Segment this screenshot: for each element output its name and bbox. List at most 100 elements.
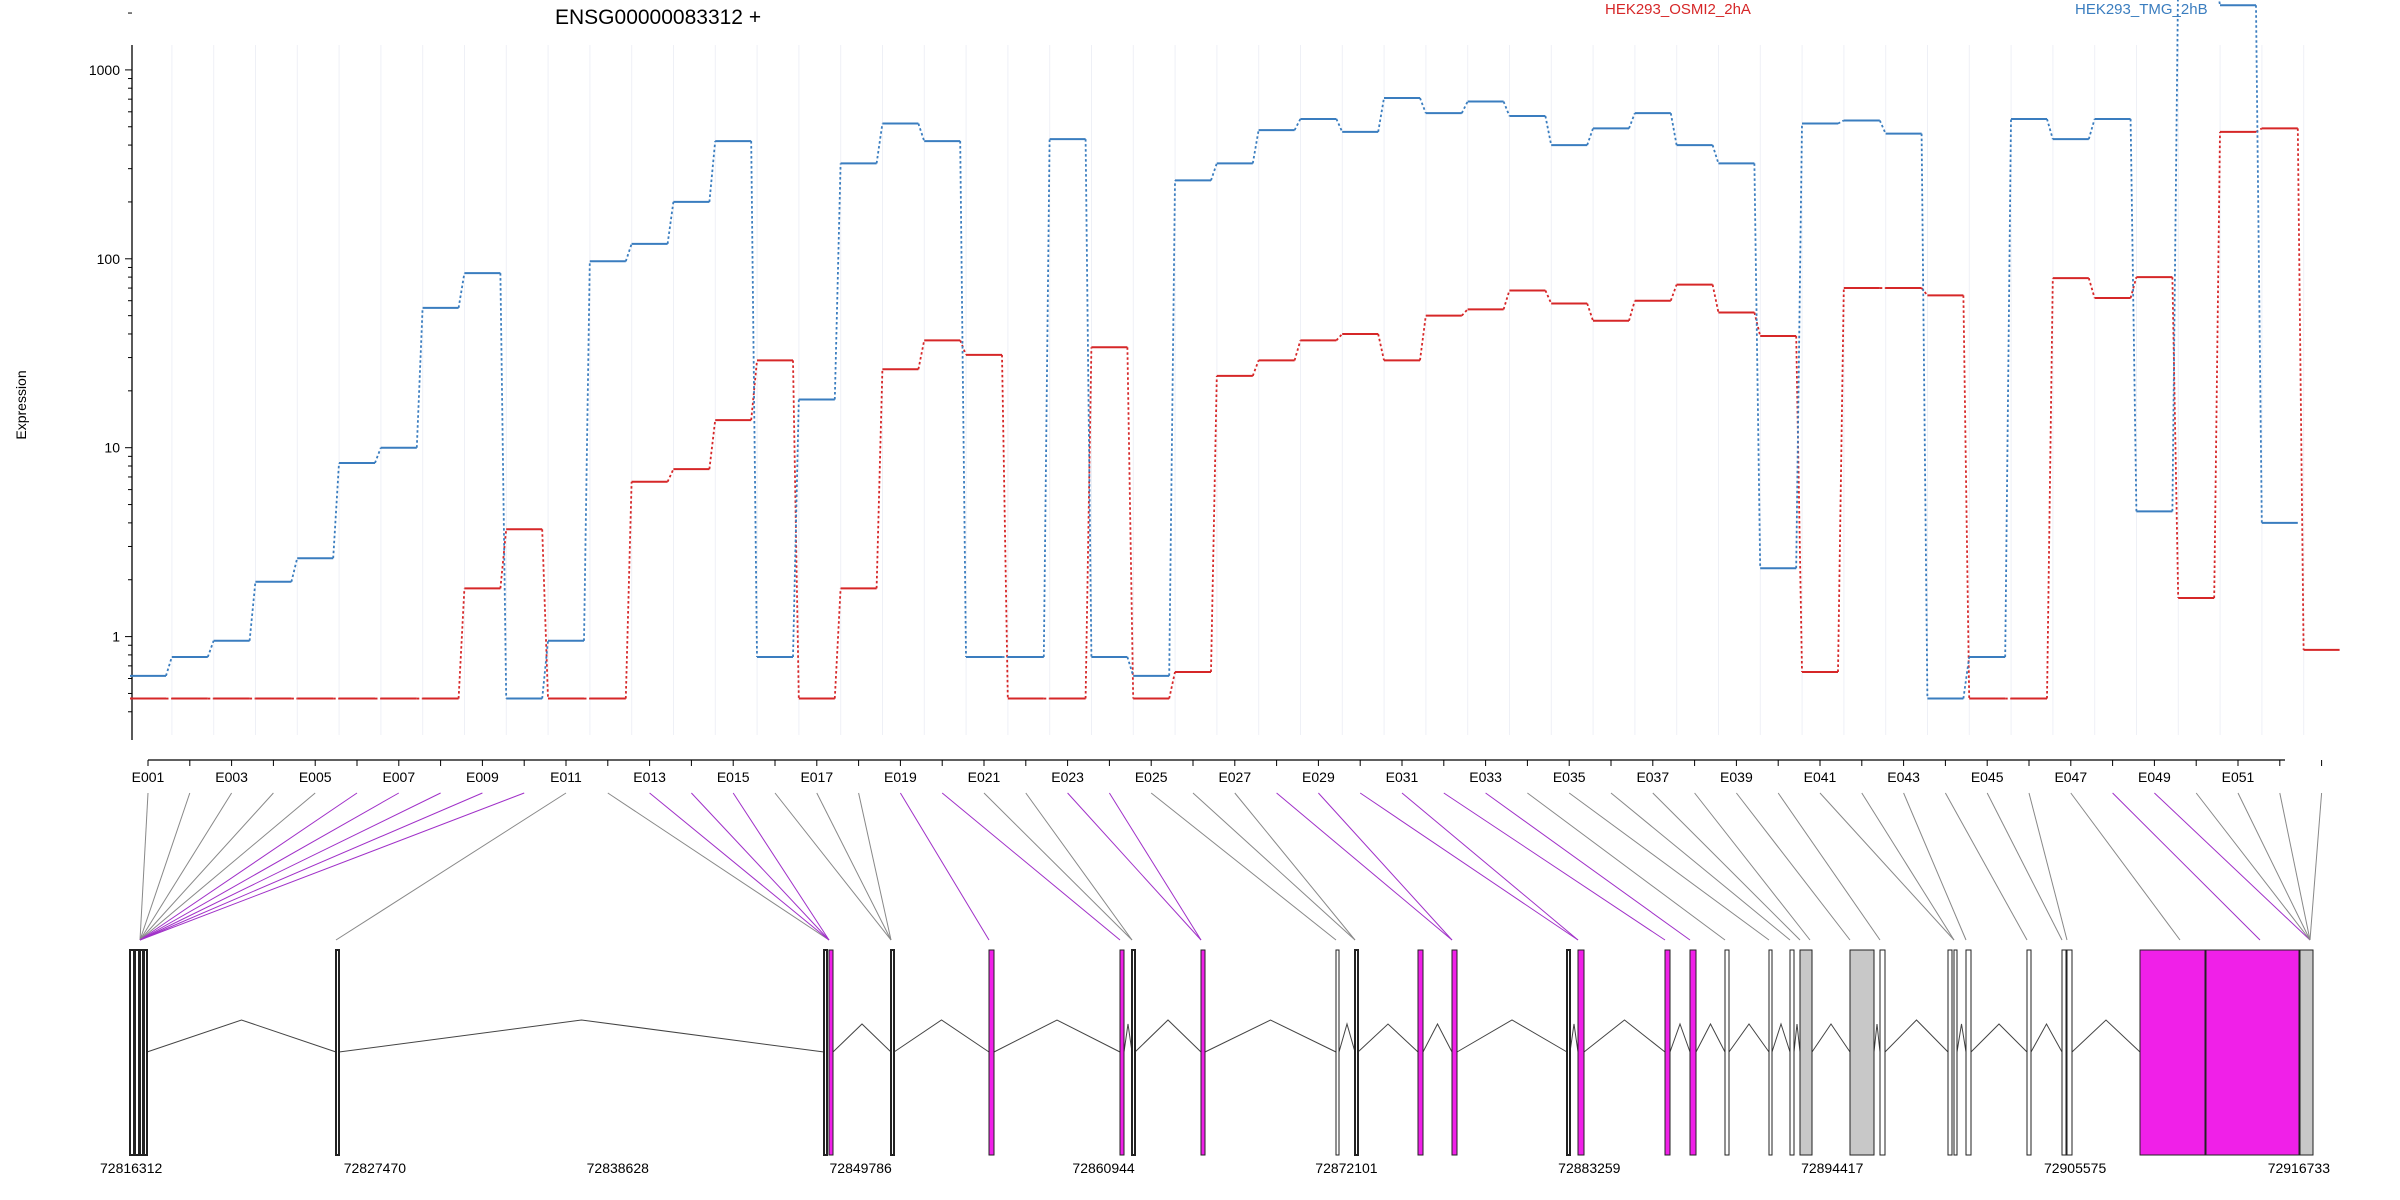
series-connector [165,656,173,677]
intron-link [1583,1019,1666,1053]
intron-link [993,1019,1121,1053]
intron-link [1134,1019,1202,1053]
exon-connector [1652,792,1801,941]
series-connector [206,640,215,658]
exon-connector [1568,792,1770,941]
genomic-coordinate-ticks: 72816312 72827470 72838628 72849786 72860944… [100,1160,2330,1176]
exon-tick-label: E001 [132,769,165,785]
series-connector [1628,112,1636,129]
genomic-tick-label: 72916733 [2268,1160,2331,1176]
intron-link [1728,1023,1770,1053]
series-connector [1669,113,1678,146]
intron-link [1771,1022,1791,1053]
intron-link [1695,1022,1726,1053]
series-connector [248,581,257,641]
exon-connector [139,792,316,941]
exon-connector-highlight [139,792,483,941]
exon-connector [1694,792,1811,941]
series-connector [1628,300,1636,321]
legend-series-tmg: HEK293_TMG_2hB [2075,1,2208,18]
exon-block [1354,949,1359,1156]
exon-block-highlight [1689,949,1697,1156]
exon-connector [335,792,567,941]
genomic-tick-label: 72883259 [1558,1160,1621,1176]
intron-link [1422,1022,1453,1053]
grid-lines [171,45,2305,735]
series-connector [1711,284,1720,313]
exon-block [1789,949,1795,1156]
exon-connector [1527,792,1726,941]
series-connector [1084,347,1093,699]
series-connector [1544,290,1553,304]
series-lines [130,0,2340,700]
series-0 [130,127,2340,700]
series-connector [624,243,633,262]
series-connector [415,307,424,448]
intron-link [1884,1019,1949,1053]
series-connector [2004,118,2012,657]
series-connector [1711,144,1720,164]
series-connector [1962,656,1971,699]
exon-tick-label: E005 [299,769,332,785]
exon-connector [139,792,191,941]
exon-connector [139,792,233,941]
exon-connector [774,792,892,941]
exon-connector [2279,792,2311,941]
exon-block-highlight [828,949,834,1156]
exon-connector [1777,792,1881,941]
intron-link [1338,1022,1356,1053]
exon-connector-highlight [941,792,1121,941]
exon-connector-highlight [139,792,400,941]
series-connector [875,123,884,164]
series-connector [792,360,800,699]
series-connector [1586,128,1594,146]
series-connector [2171,0,2179,512]
exon-block [134,949,140,1156]
exon-connector [1944,792,2028,941]
series-connector [959,141,967,657]
genomic-tick-label: 72872101 [1315,1160,1378,1176]
exon-connector-highlight [1108,792,1202,941]
series-connector [917,123,926,142]
exon-tick-label: E011 [550,769,582,785]
intron-link [1873,1023,1881,1053]
exon-block-highlight [1664,949,1671,1156]
exon-connector [1150,792,1337,941]
exon-block-highlight [1119,949,1125,1156]
exon-connector-highlight [139,792,358,941]
genomic-tick-label: 72860944 [1072,1160,1135,1176]
exon-tick-label: E025 [1135,769,1168,785]
series-connector [1753,163,1762,569]
exon-block [1131,949,1136,1156]
exon-connector-highlight [2112,792,2261,941]
exon-block [1724,949,1730,1156]
series-connector [1460,101,1469,114]
series-connector [792,399,800,658]
exon-tick-label: E015 [717,769,750,785]
exon-tick-label: E049 [2138,769,2171,785]
exon-tick-label: E019 [884,769,917,785]
exon-connector-highlight [1318,792,1453,941]
series-connector [2046,278,2054,699]
exon-connector [139,792,274,941]
exon-tick-label: E017 [800,769,833,785]
chart-title: ENSG00000083312 + [555,6,761,29]
series-connector [708,419,717,470]
series-connector [1795,123,1803,569]
series-connector [1251,360,1260,377]
y-axis-ticks: 1 10 100 1000 [89,12,132,713]
exon-connector [1025,792,1133,941]
exon-connector-highlight [899,792,990,941]
series-connector [1251,129,1260,164]
exon-tick-label: E037 [1636,769,1669,785]
series-connector [1586,303,1594,322]
intron-link [1123,1023,1133,1053]
exon-block-highlight [1417,949,1424,1156]
exon-block [2066,949,2073,1156]
series-connector [2213,131,2221,599]
exon-block [129,949,135,1156]
exon-tick-label: E039 [1720,769,1753,785]
exon-block [823,949,828,1156]
series-connector [290,557,299,583]
